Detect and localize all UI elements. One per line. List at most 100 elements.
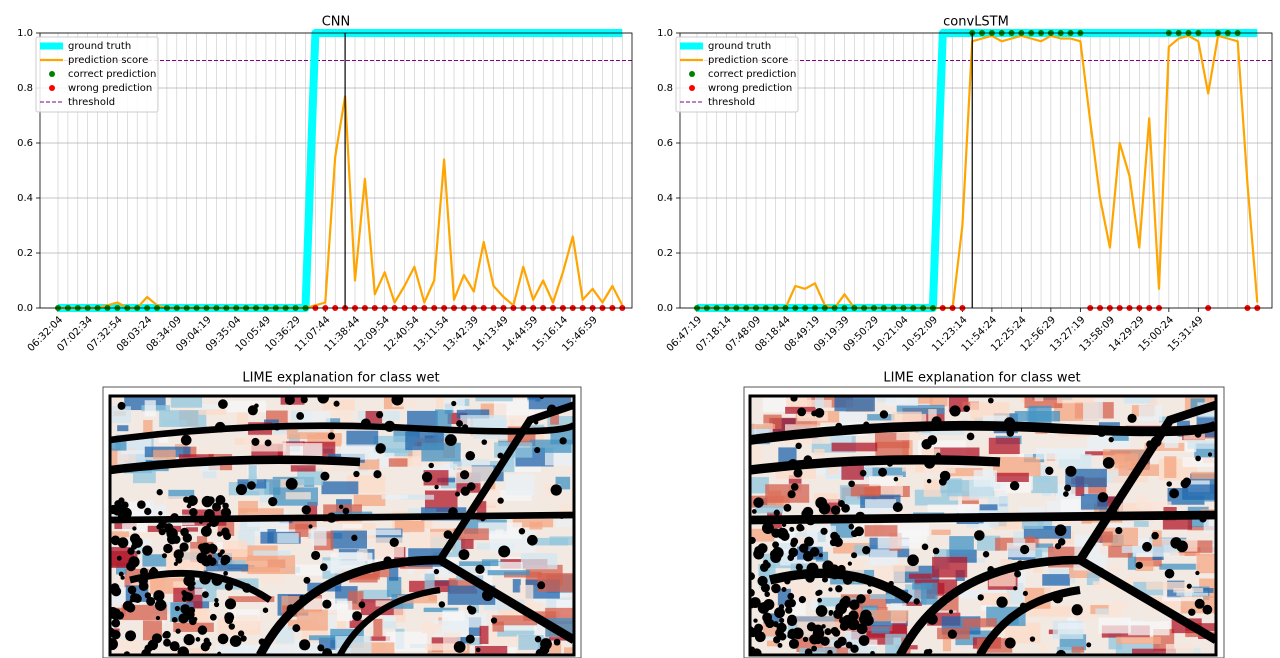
- heat-patch: [797, 411, 828, 422]
- segment-blob: [181, 590, 187, 596]
- segment-blob: [1029, 636, 1036, 642]
- image-title: LIME explanation for class wet: [883, 371, 1080, 386]
- y-tick-label: 0.0: [657, 303, 673, 314]
- segment-blob: [966, 432, 975, 441]
- segment-blob: [158, 528, 166, 536]
- legend-label: wrong prediction: [708, 83, 792, 94]
- segment-blob: [156, 524, 162, 530]
- heat-patch: [253, 550, 291, 556]
- segment-blob: [292, 624, 301, 633]
- heat-patch: [1146, 581, 1186, 590]
- segment-blob: [863, 421, 870, 428]
- heat-patch: [481, 559, 499, 567]
- segment-blob: [456, 420, 463, 428]
- segment-blob: [206, 523, 212, 528]
- segment-blob: [931, 416, 942, 427]
- segment-blob: [1164, 568, 1175, 579]
- segment-blob: [1151, 531, 1159, 540]
- heat-patch: [931, 529, 951, 535]
- segment-blob: [753, 548, 765, 560]
- segment-blob: [481, 439, 488, 445]
- segment-blob: [220, 507, 232, 518]
- segment-blob: [1146, 440, 1154, 449]
- heat-patch: [346, 430, 379, 447]
- heat-patch: [353, 494, 386, 507]
- heat-patch: [1127, 552, 1137, 570]
- heat-patch: [932, 556, 968, 578]
- segment-blob: [848, 523, 855, 530]
- segment-blob: [308, 524, 313, 529]
- segment-blob: [851, 552, 858, 559]
- segment-blob: [132, 526, 137, 531]
- heat-patch: [296, 609, 328, 631]
- segment-blob: [539, 644, 550, 655]
- segment-blob: [974, 530, 985, 541]
- segment-blob: [481, 589, 494, 602]
- segment-blob: [787, 599, 797, 608]
- edge-stroke: [750, 420, 1216, 445]
- heat-patch: [875, 441, 909, 456]
- heat-patch: [118, 501, 150, 506]
- segment-blob: [490, 617, 498, 624]
- segment-blob: [842, 575, 853, 585]
- heat-patch: [1042, 574, 1070, 586]
- legend-swatch: [689, 85, 695, 91]
- heat-patch: [869, 549, 898, 566]
- segment-blob: [1169, 488, 1180, 499]
- heat-patch: [1092, 581, 1122, 589]
- segment-blob: [207, 557, 217, 566]
- segment-blob: [913, 598, 920, 605]
- edge-stroke: [110, 455, 361, 475]
- heat-patch: [341, 444, 377, 460]
- segment-blob: [319, 563, 328, 571]
- segment-blob: [183, 496, 190, 503]
- heat-patch: [285, 492, 311, 500]
- heat-patch: [750, 445, 763, 468]
- segment-blob: [120, 575, 125, 580]
- segment-blob: [821, 514, 827, 520]
- segment-blob: [785, 606, 793, 614]
- segment-blob: [835, 422, 843, 430]
- segment-blob: [926, 478, 932, 484]
- heat-patch: [896, 404, 945, 415]
- segment-blob: [209, 613, 217, 621]
- segment-blob: [817, 597, 823, 603]
- segment-blob: [116, 555, 122, 561]
- segment-blob: [154, 599, 167, 611]
- segment-blob: [235, 483, 248, 496]
- heat-patch: [490, 561, 523, 572]
- heat-patch: [847, 646, 877, 655]
- segment-blob: [139, 567, 148, 576]
- heat-patch: [383, 616, 397, 622]
- segment-blob: [787, 592, 795, 600]
- segment-blob: [268, 496, 278, 507]
- segment-blob: [751, 509, 757, 514]
- legend-label: ground truth: [68, 41, 131, 52]
- segment-blob: [1135, 561, 1143, 569]
- segment-blob: [118, 539, 127, 548]
- segment-blob: [815, 496, 828, 509]
- segment-blob: [778, 604, 785, 610]
- segment-blob: [346, 571, 354, 580]
- heat-patch: [200, 460, 220, 472]
- heat-patch: [1132, 648, 1177, 655]
- segment-blob: [858, 635, 870, 646]
- segment-blob: [187, 636, 193, 642]
- segment-blob: [428, 462, 434, 469]
- segment-blob: [353, 470, 360, 478]
- segment-blob: [862, 545, 871, 555]
- heat-patch: [523, 424, 545, 429]
- heat-patch: [993, 457, 1041, 477]
- segment-blob: [787, 490, 796, 499]
- segment-blob: [1195, 570, 1200, 576]
- heat-patch: [1128, 621, 1170, 636]
- segment-blob: [854, 511, 866, 523]
- heat-patch: [115, 562, 127, 575]
- segment-blob: [1096, 567, 1105, 576]
- segment-blob: [859, 469, 867, 477]
- heat-patch: [1024, 396, 1063, 409]
- segment-blob: [351, 534, 358, 541]
- segment-blob: [835, 585, 843, 593]
- segment-blob: [130, 593, 140, 603]
- segment-blob: [773, 636, 781, 644]
